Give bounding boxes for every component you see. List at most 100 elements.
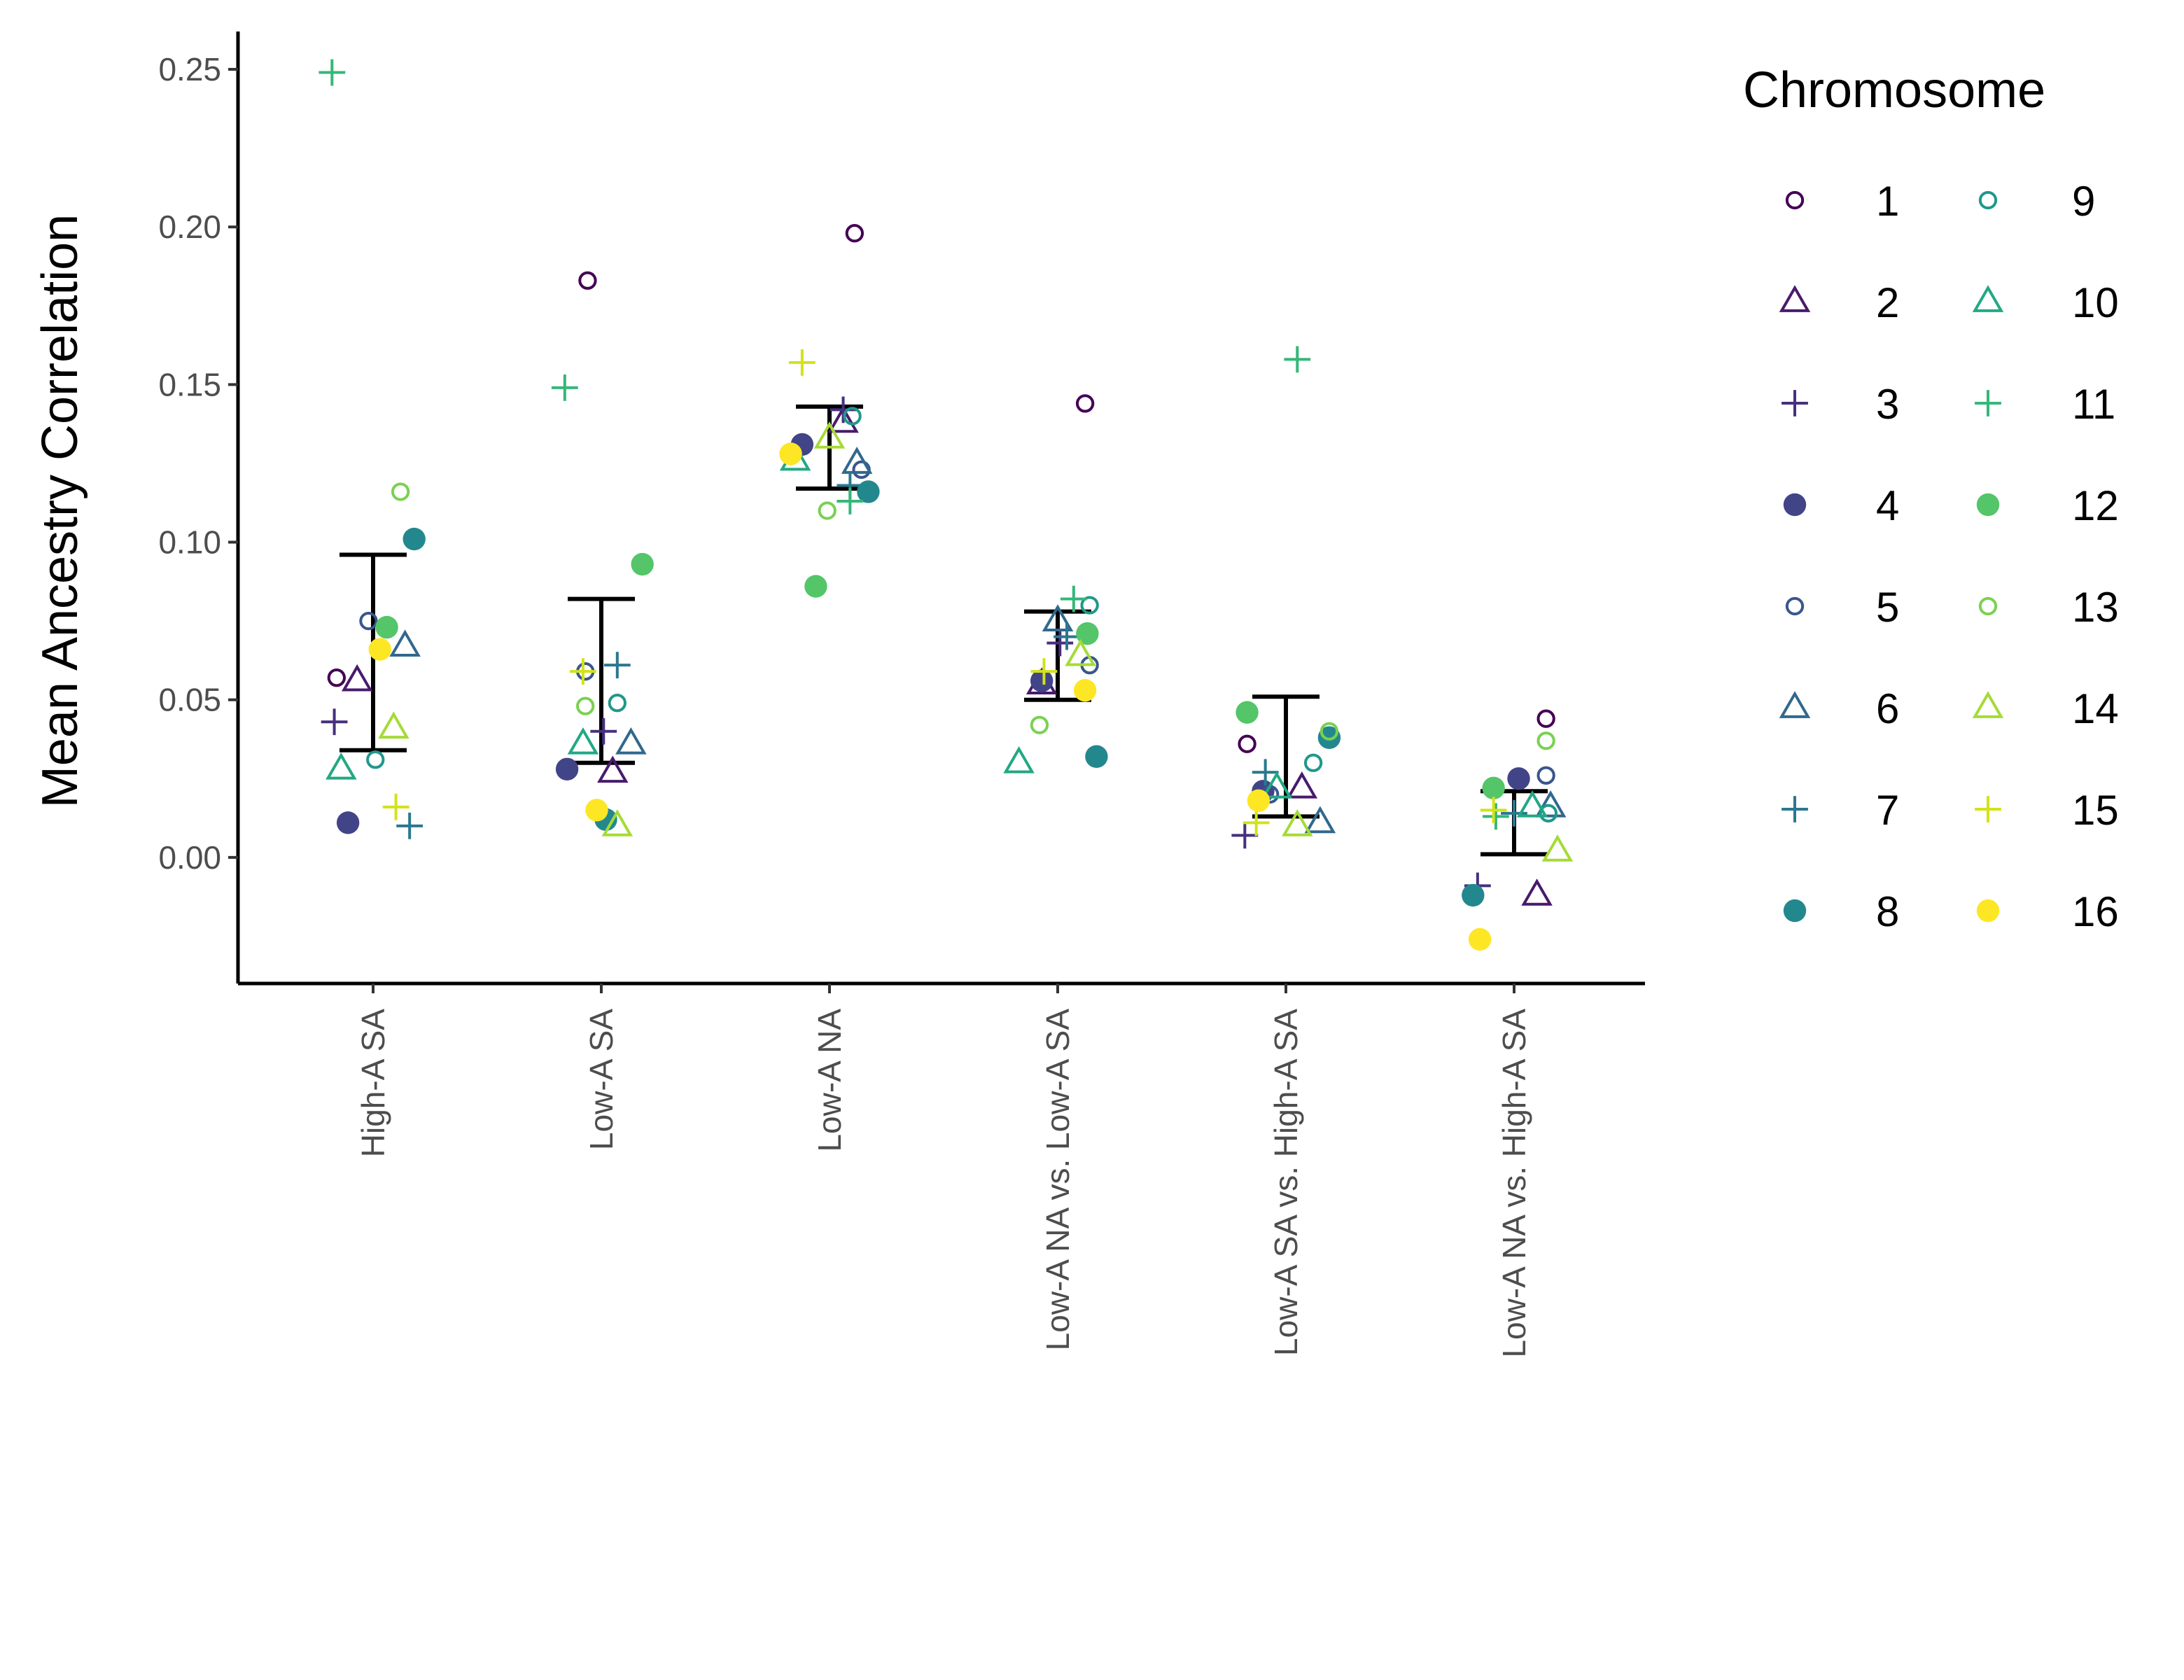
y-tick-label: 0.05 xyxy=(158,682,221,718)
data-point-chr15 xyxy=(788,349,816,376)
data-point-chr14 xyxy=(1282,809,1313,836)
data-point-chr9 xyxy=(1080,596,1099,615)
data-point-chr12 xyxy=(375,615,398,639)
data-point-chr3 xyxy=(830,396,857,424)
data-point-chr5 xyxy=(359,611,378,631)
data-point-chr4 xyxy=(555,757,579,780)
y-tick-label: 0.20 xyxy=(158,209,221,245)
data-point-chr9 xyxy=(366,750,385,769)
data-points xyxy=(318,59,1574,951)
legend-title: Chromosome xyxy=(1743,62,2045,118)
x-tick-label: Low-A NA vs. Low-A SA xyxy=(1040,1009,1076,1351)
legend-entry: 14 xyxy=(1972,685,2119,732)
data-point-chr7 xyxy=(1501,799,1527,827)
legend-entry: 15 xyxy=(1975,787,2119,834)
data-point-chr9 xyxy=(1303,753,1323,772)
data-point-chr6 xyxy=(1534,790,1567,818)
data-point-chr4 xyxy=(336,811,360,834)
data-point-chr6 xyxy=(615,727,647,755)
y-tick-label: 0.25 xyxy=(158,51,221,88)
data-point-chr8 xyxy=(1462,883,1485,907)
y-axis-title: Mean Ancestry Correlation xyxy=(32,214,88,808)
data-point-chr11 xyxy=(1060,585,1087,612)
legend-label: 6 xyxy=(1876,685,1899,732)
data-point-chr11 xyxy=(318,59,346,86)
legend-label: 11 xyxy=(2072,381,2115,428)
legend-key-icon xyxy=(1975,390,2001,416)
data-point-chr13 xyxy=(576,696,595,715)
x-tick-label: Low-A NA xyxy=(811,1009,848,1152)
legend-key-icon xyxy=(1978,190,1998,210)
data-point-chr10 xyxy=(1516,790,1548,818)
data-point-chr16 xyxy=(368,638,391,661)
x-tick-label: Low-A SA vs. High-A SA xyxy=(1268,1009,1304,1356)
error-bars xyxy=(340,404,1548,857)
legend-key-icon xyxy=(1785,596,1805,616)
legend-label: 15 xyxy=(2072,787,2119,834)
data-point-chr16 xyxy=(779,442,802,465)
legend-key-icon xyxy=(1972,691,2004,718)
data-point-chr1 xyxy=(578,271,597,290)
data-point-chr14 xyxy=(813,421,846,449)
legend-label: 13 xyxy=(2072,584,2119,631)
data-point-chr1 xyxy=(1075,394,1095,413)
data-point-chr4 xyxy=(1030,669,1054,692)
legend-key-icon xyxy=(1783,899,1807,923)
data-point-chr15 xyxy=(570,658,596,685)
data-point-chr9 xyxy=(608,694,626,713)
data-point-chr14 xyxy=(378,711,410,739)
legend-entry: 3 xyxy=(1782,381,1899,428)
data-point-chr2 xyxy=(341,664,373,692)
data-point-chr8 xyxy=(857,480,880,503)
data-point-chr8 xyxy=(402,527,426,551)
y-tick-label: 0.15 xyxy=(158,366,221,402)
data-point-chr11 xyxy=(836,488,864,514)
legend-key-icon xyxy=(1785,190,1805,210)
data-point-chr13 xyxy=(1536,732,1555,750)
legend-entry: 16 xyxy=(1976,888,2119,935)
data-point-chr11 xyxy=(1483,803,1509,830)
data-point-chr15 xyxy=(1030,658,1058,685)
data-point-chr1 xyxy=(1536,709,1555,728)
data-point-chr3 xyxy=(1046,629,1074,657)
data-point-chr10 xyxy=(1261,771,1293,799)
legend-entry: 6 xyxy=(1779,685,1899,732)
data-point-chr12 xyxy=(1076,622,1099,645)
data-point-chr12 xyxy=(1482,776,1505,799)
legend-entry: 8 xyxy=(1783,888,1899,935)
data-point-chr6 xyxy=(1304,806,1336,834)
legend-key-icon xyxy=(1975,796,2001,822)
legend-entry: 9 xyxy=(1978,178,2095,225)
data-point-chr11 xyxy=(551,374,578,401)
data-point-chr15 xyxy=(1480,797,1507,824)
legend-label: 8 xyxy=(1876,888,1899,935)
data-point-chr2 xyxy=(597,755,629,783)
data-point-chr13 xyxy=(1030,715,1049,734)
data-point-chr6 xyxy=(1042,604,1074,631)
legend-entry: 4 xyxy=(1783,482,1899,529)
legend-key-icon xyxy=(1976,899,2000,923)
legend-key-icon xyxy=(1978,596,1998,616)
data-point-chr5 xyxy=(1536,766,1555,785)
legend-key-icon xyxy=(1972,285,2004,312)
legend-entry: 12 xyxy=(1976,482,2119,529)
data-point-chr7 xyxy=(603,652,631,679)
data-point-chr10 xyxy=(1003,746,1035,774)
legend-label: 2 xyxy=(1876,279,1899,326)
data-point-chr13 xyxy=(391,482,410,501)
data-point-chr7 xyxy=(1252,759,1279,786)
legend-key-icon xyxy=(1783,493,1807,517)
data-point-chr3 xyxy=(321,708,348,736)
data-point-chr16 xyxy=(1247,789,1270,813)
y-tick-label: 0.00 xyxy=(158,839,221,876)
x-tick-label: High-A SA xyxy=(355,1009,391,1158)
data-point-chr16 xyxy=(585,799,608,822)
data-point-chr6 xyxy=(841,447,873,474)
data-point-chr14 xyxy=(1065,638,1096,666)
legend-label: 16 xyxy=(2072,888,2119,935)
legend-entry: 2 xyxy=(1779,279,1899,326)
data-point-chr2 xyxy=(827,405,859,433)
data-point-chr2 xyxy=(1521,878,1553,906)
legend-entry: 5 xyxy=(1785,584,1899,631)
